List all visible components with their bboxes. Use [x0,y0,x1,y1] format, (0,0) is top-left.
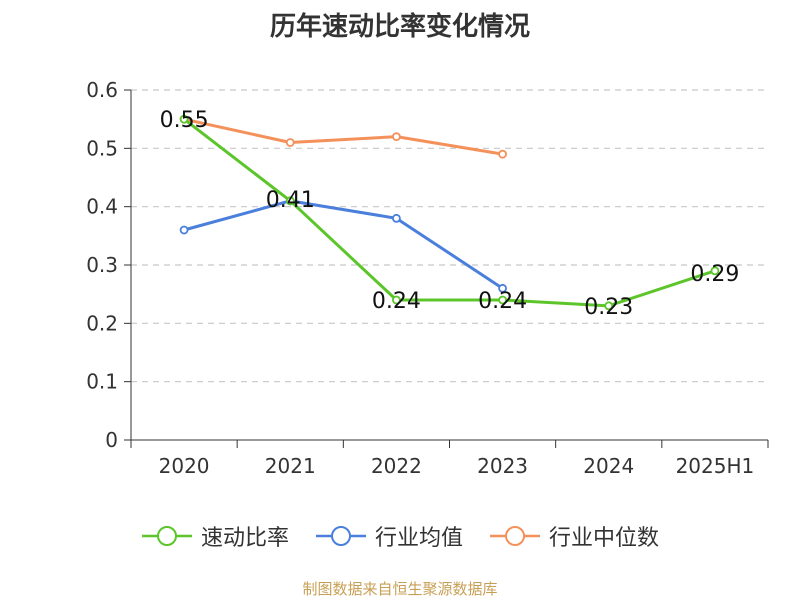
data-label: 0.41 [266,188,315,213]
legend-item[interactable]: 行业均值 [315,520,463,552]
legend-item[interactable]: 行业中位数 [489,520,659,552]
legend: 速动比率 行业均值 行业中位数 [0,520,800,552]
legend-label: 行业均值 [374,526,463,551]
data-label: 0.29 [690,262,739,287]
data-point [179,225,189,235]
series-line-2 [183,117,503,156]
legend-label: 行业中位数 [549,526,660,551]
data-label: 0.55 [160,108,209,133]
data-point [498,283,507,293]
data-label: 0.24 [478,289,527,314]
data-point [392,213,401,223]
y-tick-label: 0.6 [86,78,118,102]
series-lines [179,114,720,311]
y-tick-label: 0.3 [86,253,118,277]
data-labels: 0.55 0.41 0.24 0.24 0.23 0.29 [160,108,740,320]
data-point [498,295,507,305]
y-tick-label: 0.4 [86,195,118,219]
data-point [285,138,295,147]
grid-lines [131,89,768,383]
data-point [604,301,614,311]
legend-marker [141,526,192,546]
data-point [710,266,720,276]
x-tick-label: 2021 [265,454,316,478]
legend-marker [315,526,366,546]
x-tick-label: 2023 [477,454,528,478]
data-point [392,132,401,142]
data-point [498,149,507,159]
y-tick-label: 0.5 [86,136,118,160]
source-note: 制图数据来自恒生聚源数据库 [302,580,498,598]
data-point [392,295,401,305]
data-label: 0.24 [372,289,421,314]
x-tick-label: 2024 [583,454,634,478]
chart-title: 历年速动比率变化情况 [269,12,530,42]
x-tick-label: 2025H1 [676,454,755,478]
data-point [179,114,189,124]
legend-marker [490,526,540,546]
series-line-0 [183,117,716,308]
y-tick-label: 0 [105,428,118,452]
legend-label: 速动比率 [200,526,289,551]
series-line-1 [183,199,504,290]
x-tick-label: 2020 [159,454,210,478]
x-tick-label: 2022 [371,454,422,478]
y-tick-label: 0.2 [86,311,118,335]
y-tick-label: 0.1 [86,370,118,394]
data-label: 0.23 [584,295,633,320]
data-point [285,196,295,206]
legend-item[interactable]: 速动比率 [141,520,289,552]
axes: 0 0.1 0.2 0.3 0.4 0.5 0.6 2020 2021 2022 2023 2024 2… [86,78,769,478]
